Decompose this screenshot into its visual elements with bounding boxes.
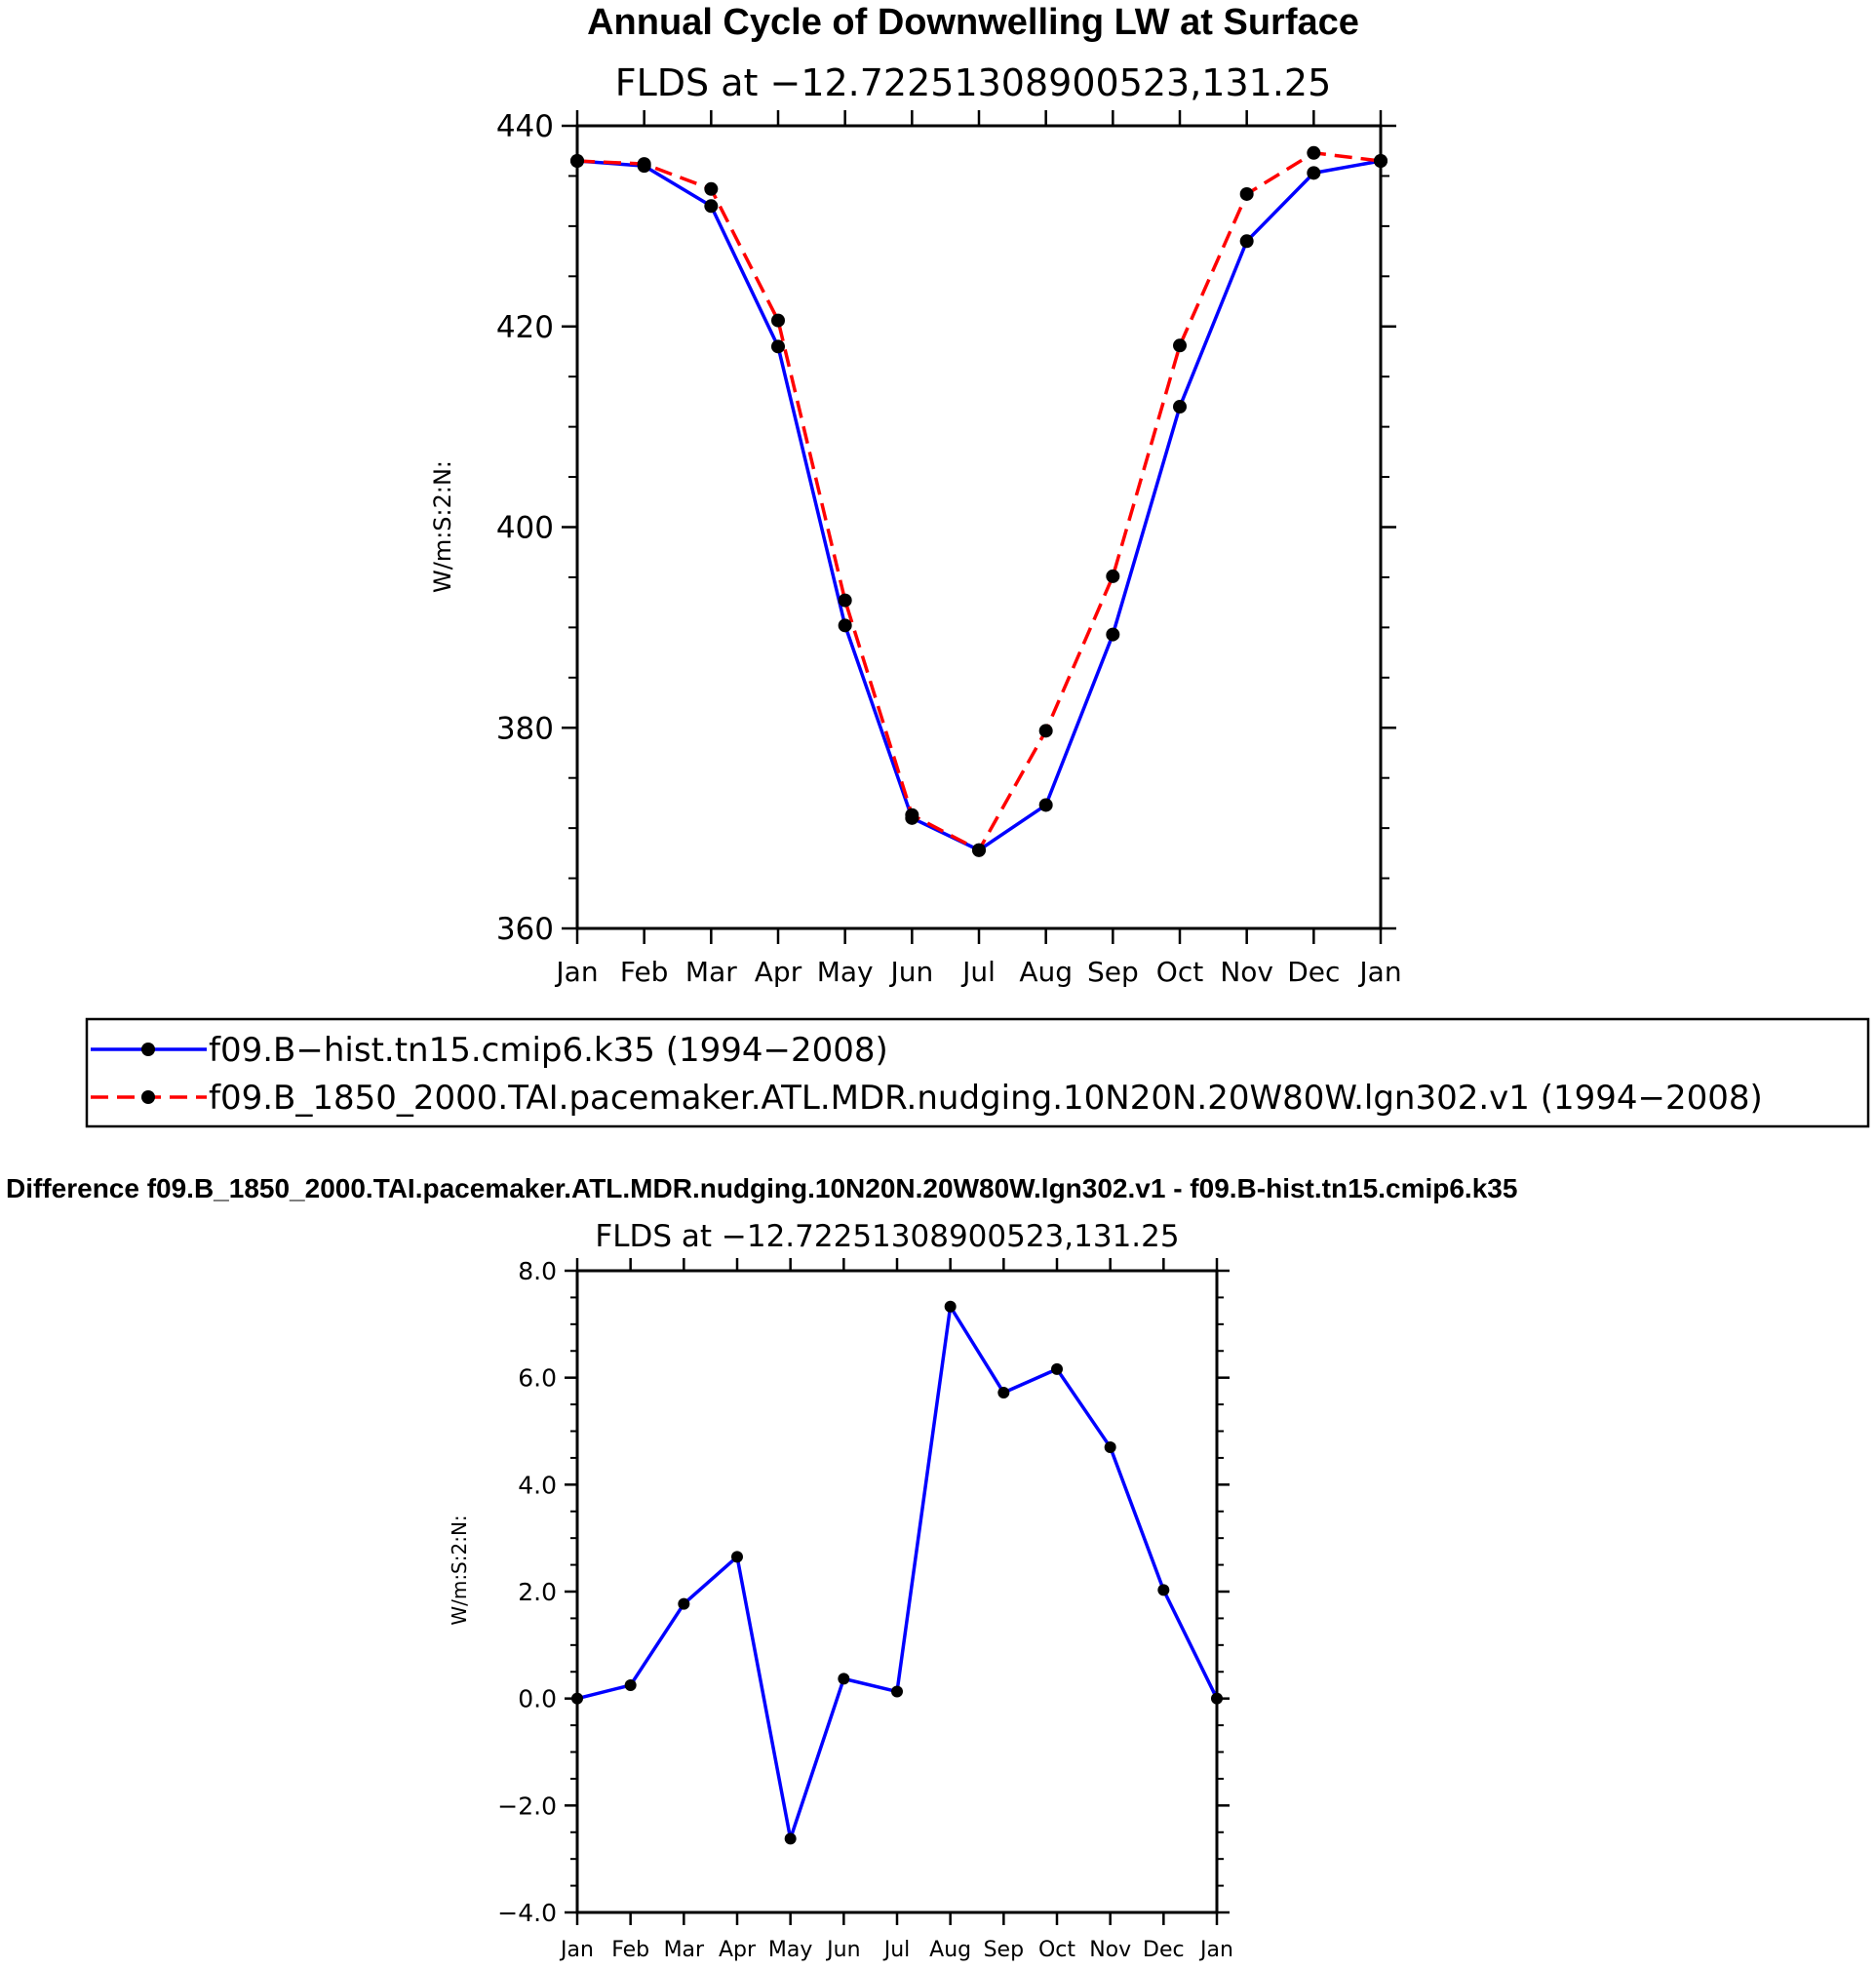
plot-frame [575,1269,1219,1914]
series-1-point [624,1678,637,1691]
x-tick-label: Nov [1089,1938,1131,1962]
x-tick-label: Dec [1143,1938,1185,1962]
x-tick-label: Apr [755,956,802,988]
y-tick-label: 2.0 [518,1578,557,1606]
x-tick-label: Jan [554,956,598,988]
x-tick-label: Sep [1087,956,1139,988]
legend-marker-2 [141,1090,155,1104]
chart1-subtitle: FLDS at −12.72251308900523,131.25 [615,61,1332,104]
x-tick-label: Jul [882,1938,911,1962]
x-tick-label: Aug [1019,956,1073,988]
x-tick-label: Jan [1198,1938,1233,1962]
x-tick-label: Jan [559,1938,594,1962]
x-tick-label: Oct [1038,1938,1075,1962]
series-1-point [1211,1692,1223,1705]
series-1-point [1038,798,1053,812]
y-tick-label: 6.0 [518,1364,557,1393]
series-1-point [838,1673,850,1685]
x-tick-label: Feb [620,956,669,988]
legend-marker-1 [141,1043,155,1056]
series-2-point [637,157,651,172]
x-tick-label: Aug [929,1938,971,1962]
plot-frame [575,124,1383,930]
chart1-plot: 360 380 400 420 440 Jan Feb Mar Apr May Jun Jul Aug S… [496,109,1402,988]
series-2-point [972,843,986,857]
y-tick-label: 8.0 [518,1257,557,1285]
x-tick-label: Oct [1156,956,1203,988]
series-2-point [771,313,785,328]
x-tick-label: Jan [1357,956,1401,988]
series-2-point [838,593,852,608]
series-1-point [1307,166,1321,180]
series-1-point [838,618,852,633]
series-2-point [905,807,919,822]
y-tick-label: −4.0 [497,1899,557,1927]
x-tick-label: Nov [1220,956,1273,988]
y-tick-label: 440 [496,109,554,144]
series-2-point [1239,186,1254,201]
series-line-2 [576,151,1382,852]
series-2-point [1106,569,1120,583]
legend-box [85,1017,1870,1128]
y-tick-label: 420 [496,310,554,345]
series-1-point [1051,1362,1063,1375]
series-1-point [944,1300,957,1313]
series-line-1 [576,159,1382,852]
chart1-y-axis-label: W/m:S:2:N: [429,460,456,593]
legend-label-1: f09.B−hist.tn15.cmip6.k35 (1994−2008) [209,1031,888,1070]
series-1-point [997,1387,1010,1399]
x-tick-label: Feb [611,1938,649,1962]
y-tick-label: 4.0 [518,1471,557,1499]
x-tick-label: Mar [664,1938,705,1962]
series-2-point [1307,145,1321,160]
x-tick-label: Sep [984,1938,1024,1962]
series-2-point [570,154,584,169]
series-1-point [784,1832,797,1845]
series-2-point [1374,154,1387,169]
series-1-point [1106,627,1120,642]
chart2-title: Difference f09.B_1850_2000.TAI.pacemaker… [6,1173,1517,1203]
y-tick-label: 0.0 [518,1685,557,1713]
series-1-point [678,1597,690,1610]
series-line-1 [576,1304,1219,1841]
x-tick-label: May [817,956,874,988]
series-1-point [1173,400,1187,414]
series-2-point [1038,724,1053,738]
y-tick-label: 400 [496,511,554,546]
series-1-point [891,1685,903,1698]
series-2-point [1173,338,1187,353]
chart2-plot: −4.0 −2.0 0.0 2.0 4.0 6.0 8.0 Jan Feb Mar Apr May Ju… [497,1257,1233,1962]
chart2-subtitle: FLDS at −12.72251308900523,131.25 [595,1219,1179,1254]
x-tick-label: Dec [1287,956,1340,988]
y-tick-label: 380 [496,711,554,746]
series-1-point [571,1692,583,1705]
y-tick-label: 360 [496,912,554,947]
y-tick-label: −2.0 [497,1792,557,1820]
series-1-point [704,199,719,214]
series-1-point [1239,234,1254,249]
chart1-title: Annual Cycle of Downwelling LW at Surfac… [587,2,1359,43]
x-tick-label: Jun [888,956,933,988]
series-1-point [1104,1440,1116,1453]
x-tick-label: Jul [960,956,996,988]
series-1-point [1157,1584,1170,1596]
chart1-legend: f09.B−hist.tn15.cmip6.k35 (1994−2008) f09… [85,1017,1870,1128]
legend-label-2: f09.B_1850_2000.TAI.pacemaker.ATL.MDR.nu… [209,1079,1763,1118]
series-1-point [731,1551,743,1563]
series-2-point [704,181,719,196]
chart2-y-axis-label: W/m:S:2:N: [448,1515,471,1625]
x-tick-label: May [768,1938,812,1962]
series-1-point [771,339,785,354]
x-tick-label: Apr [719,1938,757,1962]
x-tick-label: Jun [825,1938,860,1962]
x-tick-label: Mar [685,956,737,988]
